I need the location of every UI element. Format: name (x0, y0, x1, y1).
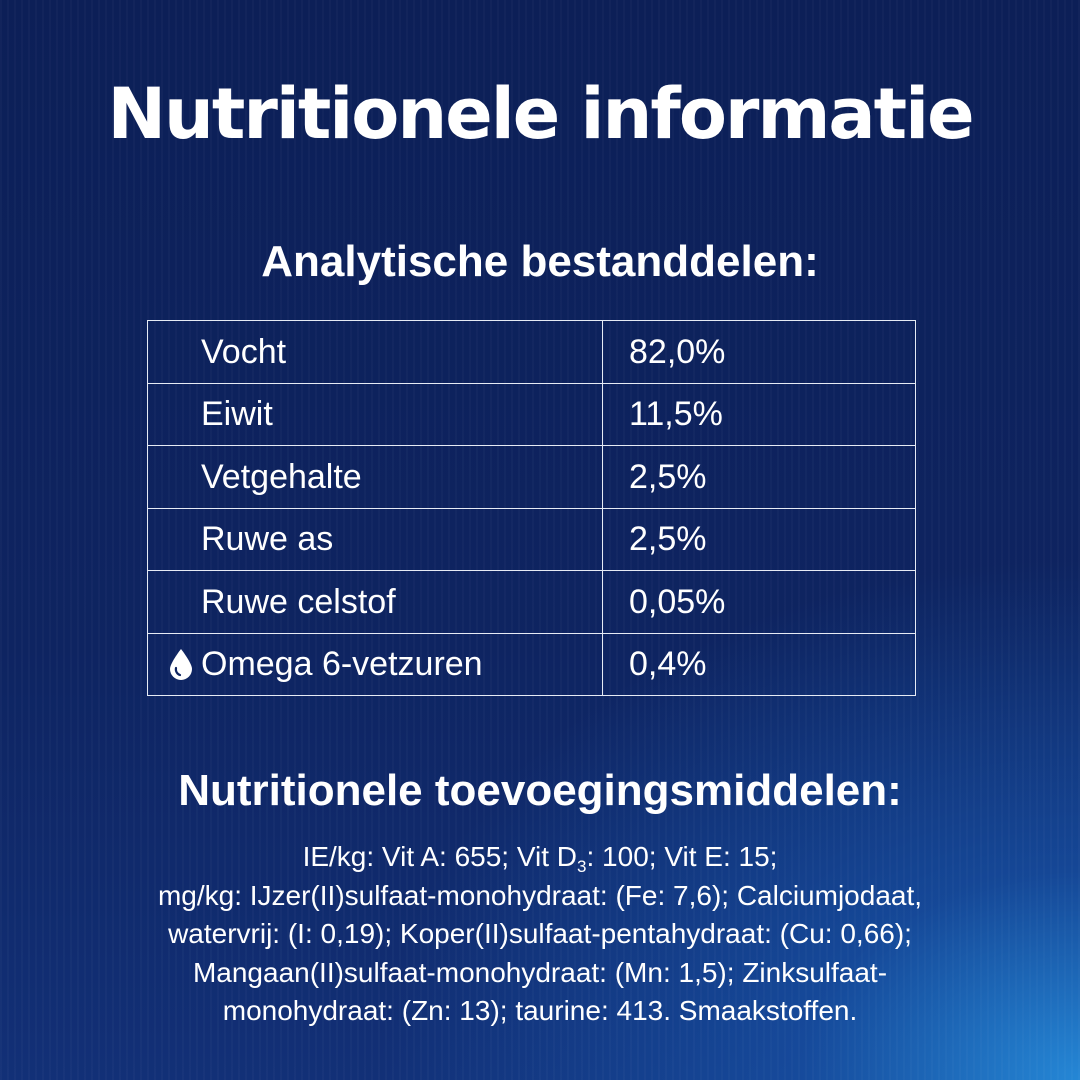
additives-line: mg/kg: IJzer(II)sulfaat-monohydraat: (Fe… (157, 879, 923, 911)
row-name: Eiwit (147, 382, 603, 446)
analytical-table: Vocht 82,0% Eiwit 11,5% Vetgehalte 2,5% … (147, 320, 916, 696)
additives-line: Mangaan(II)sulfaat-monohydraat: (Mn: 1,5… (192, 956, 888, 988)
subscript: 3 (577, 857, 587, 876)
additives-line: monohydraat: (Zn: 13); taurine: 413. Sma… (222, 995, 858, 1026)
table-row: Ruwe as 2,5% (147, 507, 916, 571)
additives-line1-text: IE/kg: Vit A: 655; Vit D (302, 841, 578, 872)
row-value: 11,5% (602, 382, 916, 446)
row-name: Ruwe celstof (147, 570, 603, 634)
table-row: Omega 6-vetzuren 0,4% (147, 632, 916, 696)
additives-heading: Nutritionele toevoegingsmiddelen: (178, 766, 902, 815)
row-value: 0,4% (602, 632, 916, 696)
row-name: Vetgehalte (147, 445, 603, 509)
row-name: Vocht (147, 320, 603, 384)
row-name: Omega 6-vetzuren (201, 645, 483, 684)
water-drop-icon (170, 649, 192, 681)
table-row: Ruwe celstof 0,05% (147, 570, 916, 634)
table-row: Vocht 82,0% (147, 320, 916, 384)
additives-line: watervrij: (I: 0,19); Koper(II)sulfaat-p… (168, 918, 912, 949)
row-name-cell: Omega 6-vetzuren (147, 632, 603, 696)
analytical-heading: Analytische bestanddelen: (261, 237, 819, 286)
table-row: Eiwit 11,5% (147, 382, 916, 446)
row-value: 0,05% (602, 570, 916, 634)
row-value: 2,5% (602, 445, 916, 509)
table-row: Vetgehalte 2,5% (147, 445, 916, 509)
additives-text: IE/kg: Vit A: 655; Vit D3: 100; Vit E: 1… (60, 838, 1020, 1031)
additives-line1-post: : 100; Vit E: 15; (586, 841, 778, 872)
row-name: Ruwe as (147, 507, 603, 571)
page-title: Nutritionele informatie (107, 73, 974, 155)
additives-line: IE/kg: Vit A: 655; Vit D3: 100; Vit E: 1… (60, 838, 1020, 877)
row-value: 2,5% (602, 507, 916, 571)
row-value: 82,0% (602, 320, 916, 384)
